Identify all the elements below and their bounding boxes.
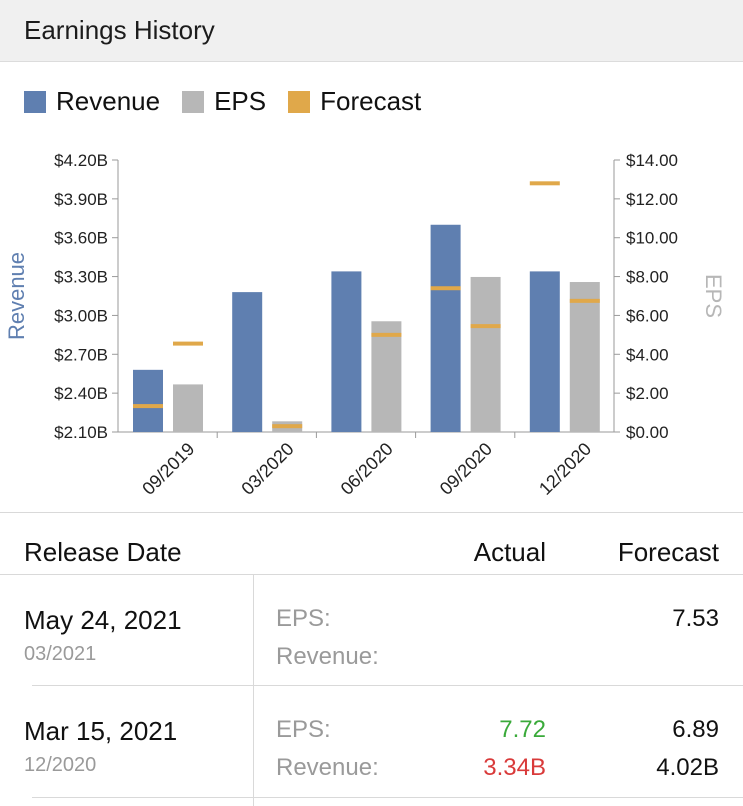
right-axis-tick-label: $14.00 — [626, 151, 678, 170]
earnings-chart: $4.20B $14.00 $3.90B $12.00 $3.60B $10.00 $3.3… — [0, 140, 743, 510]
revenue-forecast: 4.02B — [656, 754, 719, 781]
x-axis-tick-label: 03/2020 — [237, 439, 297, 499]
eps-actual: 7.72 — [499, 716, 546, 743]
revenue-label: Revenue: — [276, 754, 379, 781]
revenue-bar — [430, 224, 461, 432]
legend-label-eps: EPS — [214, 86, 267, 116]
x-axis-tick-label: 09/2019 — [138, 439, 198, 499]
left-axis-tick-label: $4.20B — [54, 151, 108, 170]
legend-label-revenue: Revenue — [56, 86, 161, 116]
release-date: Mar 15, 2021 — [24, 716, 178, 746]
legend-swatch-revenue — [24, 90, 46, 113]
header: Earnings History — [0, 0, 743, 62]
right-axis-title: EPS — [701, 274, 726, 318]
right-axis-tick-label: $12.00 — [626, 190, 678, 209]
column-header-actual: Actual — [473, 537, 546, 567]
x-axis-tick-label: 12/2020 — [535, 439, 595, 499]
eps-label: EPS: — [276, 716, 331, 743]
row-separator — [32, 797, 743, 798]
earnings-table: May 24, 2021 03/2021 EPS: Revenue: 7.53 … — [0, 575, 743, 806]
left-axis-title: Revenue — [4, 252, 29, 340]
row-separator — [32, 685, 743, 686]
right-axis-tick-label: $8.00 — [626, 268, 669, 287]
eps-forecast-marker — [371, 332, 402, 337]
revenue-bar — [133, 369, 163, 432]
eps-forecast-marker — [173, 341, 203, 346]
right-axis-tick-label: $6.00 — [626, 306, 669, 325]
left-axis-tick-label: $3.90B — [54, 190, 108, 209]
legend-item-eps[interactable]: EPS — [182, 86, 266, 117]
left-axis-tick-label: $2.10B — [54, 423, 108, 442]
eps-forecast: 7.53 — [672, 605, 719, 632]
x-axis-tick-label: 06/2020 — [337, 439, 397, 499]
right-axis-tick-label: $4.00 — [626, 345, 669, 364]
left-axis-tick-label: $2.40B — [54, 384, 108, 403]
table-row[interactable]: Mar 15, 2021 12/2020 EPS: Revenue: 7.72 … — [0, 686, 743, 796]
eps-forecast-marker — [569, 298, 600, 303]
revenue-forecast-marker — [133, 404, 163, 409]
right-axis-tick-label: $0.00 — [626, 423, 669, 442]
column-header-forecast: Forecast — [617, 537, 719, 567]
period: 03/2021 — [24, 643, 97, 665]
right-axis-tick-label: $10.00 — [626, 229, 678, 248]
eps-bar — [173, 384, 203, 432]
revenue-bar — [331, 271, 362, 432]
chart-legend: Revenue EPS Forecast — [24, 86, 421, 117]
table-header: Release Date Actual Forecast — [0, 513, 743, 575]
earnings-chart-svg: $4.20B $14.00 $3.90B $12.00 $3.60B $10.00 $3.3… — [4, 151, 726, 499]
revenue-forecast-marker — [529, 181, 560, 186]
left-axis-tick-label: $3.60B — [54, 229, 108, 248]
revenue-actual: 3.34B — [483, 754, 546, 781]
left-axis-tick-label: $3.00B — [54, 306, 108, 325]
revenue-bar — [529, 271, 560, 432]
period: 12/2020 — [24, 754, 97, 776]
legend-label-forecast: Forecast — [320, 86, 422, 116]
revenue-forecast-marker — [430, 286, 461, 291]
column-divider — [253, 575, 254, 806]
legend-swatch-forecast — [288, 90, 311, 113]
left-axis-tick-label: $3.30B — [54, 268, 108, 287]
legend-item-forecast[interactable]: Forecast — [288, 86, 421, 117]
right-axis-tick-label: $2.00 — [626, 384, 669, 403]
legend-swatch-eps — [182, 90, 205, 113]
eps-bar — [371, 321, 402, 432]
left-axis-tick-label: $2.70B — [54, 345, 108, 364]
eps-forecast-marker — [470, 324, 501, 329]
column-header-release-date: Release Date — [24, 537, 182, 567]
revenue-label: Revenue: — [276, 643, 379, 670]
revenue-bar — [232, 292, 263, 432]
eps-bar — [470, 276, 501, 432]
eps-bar — [569, 282, 600, 432]
x-axis-tick-label: 09/2020 — [436, 439, 496, 499]
eps-forecast-marker — [272, 424, 303, 429]
eps-forecast: 6.89 — [672, 716, 719, 743]
divider — [0, 512, 743, 513]
release-date: May 24, 2021 — [24, 605, 182, 635]
table-row[interactable]: May 24, 2021 03/2021 EPS: Revenue: 7.53 — [0, 575, 743, 685]
page-title: Earnings History — [24, 15, 215, 45]
eps-label: EPS: — [276, 605, 331, 632]
legend-item-revenue[interactable]: Revenue — [24, 86, 160, 117]
